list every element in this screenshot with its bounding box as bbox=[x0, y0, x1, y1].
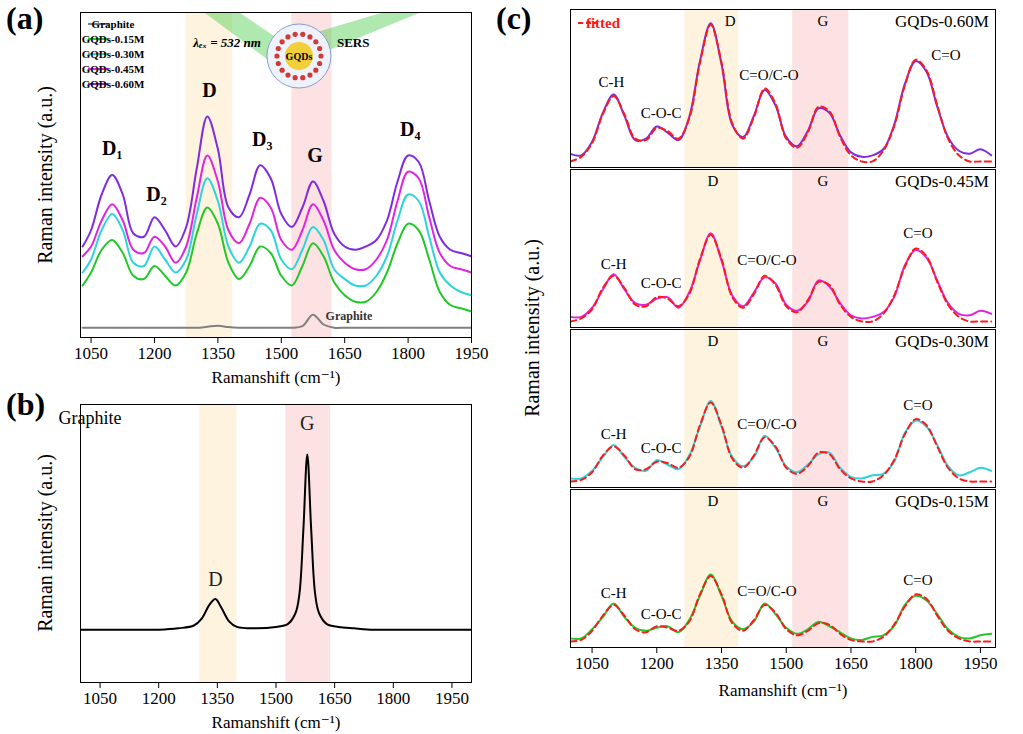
svg-text:1650: 1650 bbox=[834, 654, 868, 673]
svg-text:C=O: C=O bbox=[903, 397, 932, 413]
svg-text:Ramanshift (cm⁻¹): Ramanshift (cm⁻¹) bbox=[212, 713, 341, 732]
svg-text:1950: 1950 bbox=[963, 654, 997, 673]
svg-text:G: G bbox=[817, 173, 828, 189]
svg-text:C-H: C-H bbox=[601, 255, 627, 271]
svg-text:GQDs: GQDs bbox=[286, 51, 313, 62]
svg-text:Graphite: Graphite bbox=[92, 18, 135, 30]
svg-text:C=O: C=O bbox=[931, 47, 960, 63]
svg-text:C-O-C: C-O-C bbox=[641, 105, 682, 121]
svg-text:1350: 1350 bbox=[705, 654, 739, 673]
svg-text:Graphite: Graphite bbox=[326, 309, 373, 323]
svg-text:1200: 1200 bbox=[137, 344, 171, 363]
svg-text:D₁: D₁ bbox=[102, 137, 122, 159]
svg-text:Ramanshift (cm⁻¹): Ramanshift (cm⁻¹) bbox=[212, 368, 341, 387]
svg-text:1200: 1200 bbox=[640, 654, 674, 673]
svg-text:1650: 1650 bbox=[328, 344, 362, 363]
svg-text:GQDs-0.60M: GQDs-0.60M bbox=[895, 12, 989, 31]
svg-text:Ramanshift (cm⁻¹): Ramanshift (cm⁻¹) bbox=[719, 681, 848, 700]
svg-text:C=O/C-O: C=O/C-O bbox=[737, 252, 796, 268]
svg-text:D: D bbox=[707, 493, 718, 509]
svg-text:D₄: D₄ bbox=[400, 118, 420, 140]
svg-text:GQDs-0.45M: GQDs-0.45M bbox=[82, 63, 145, 75]
svg-text:fitted: fitted bbox=[586, 15, 621, 31]
svg-text:G: G bbox=[817, 13, 828, 29]
svg-text:D: D bbox=[707, 333, 718, 349]
svg-text:1050: 1050 bbox=[575, 654, 609, 673]
svg-text:C-H: C-H bbox=[601, 585, 627, 601]
svg-text:1800: 1800 bbox=[376, 689, 410, 708]
svg-text:D: D bbox=[725, 13, 736, 29]
svg-text:GQDs-0.30M: GQDs-0.30M bbox=[895, 332, 989, 351]
html-text:(a): (a) bbox=[6, 0, 44, 36]
html-text:Raman intensity (a.u.): Raman intensity (a.u.) bbox=[34, 85, 56, 264]
svg-text:1050: 1050 bbox=[83, 689, 117, 708]
svg-text:D₂: D₂ bbox=[146, 183, 166, 205]
svg-text:C=O: C=O bbox=[903, 572, 932, 588]
svg-text:C-H: C-H bbox=[599, 74, 625, 90]
svg-text:G: G bbox=[300, 412, 314, 434]
svg-text:G: G bbox=[307, 144, 323, 166]
svg-text:1800: 1800 bbox=[391, 344, 425, 363]
svg-text:1350: 1350 bbox=[200, 689, 234, 708]
svg-text:1800: 1800 bbox=[899, 654, 933, 673]
svg-text:G: G bbox=[817, 493, 828, 509]
svg-text:1500: 1500 bbox=[259, 689, 293, 708]
svg-text:1650: 1650 bbox=[318, 689, 352, 708]
svg-text:GQDs-0.60M: GQDs-0.60M bbox=[82, 78, 145, 90]
svg-text:Graphite: Graphite bbox=[59, 408, 122, 428]
svg-text:C-O-C: C-O-C bbox=[641, 275, 682, 291]
svg-text:1500: 1500 bbox=[769, 654, 803, 673]
svg-text:1050: 1050 bbox=[74, 344, 108, 363]
svg-text:C=O: C=O bbox=[903, 225, 932, 241]
svg-text:D₃: D₃ bbox=[252, 128, 272, 150]
svg-text:D: D bbox=[208, 568, 222, 590]
svg-text:D: D bbox=[707, 173, 718, 189]
html-text:(c): (c) bbox=[496, 0, 532, 36]
svg-text:D: D bbox=[202, 79, 216, 101]
svg-text:GQDs-0.45M: GQDs-0.45M bbox=[895, 172, 989, 191]
svg-text:GQDs-0.30M: GQDs-0.30M bbox=[82, 48, 145, 60]
svg-text:1950: 1950 bbox=[455, 344, 489, 363]
html-text:Raman intensity (a.u.): Raman intensity (a.u.) bbox=[34, 454, 56, 632]
svg-text:SERS: SERS bbox=[337, 35, 370, 50]
svg-text:1200: 1200 bbox=[142, 689, 176, 708]
svg-text:C=O/C-O: C=O/C-O bbox=[737, 415, 796, 431]
svg-text:C-H: C-H bbox=[601, 426, 627, 442]
html-text:(b): (b) bbox=[6, 386, 46, 422]
svg-text:C-O-C: C-O-C bbox=[641, 606, 682, 622]
svg-text:GQDs-0.15M: GQDs-0.15M bbox=[82, 33, 145, 45]
svg-text:G: G bbox=[817, 333, 828, 349]
svg-text:1500: 1500 bbox=[264, 344, 298, 363]
svg-text:C=O/C-O: C=O/C-O bbox=[737, 583, 796, 599]
svg-text:1350: 1350 bbox=[201, 344, 235, 363]
svg-text:GQDs-0.15M: GQDs-0.15M bbox=[895, 492, 989, 511]
html-text:Raman intensity (a.u.): Raman intensity (a.u.) bbox=[521, 239, 543, 417]
svg-text:1950: 1950 bbox=[435, 689, 469, 708]
svg-text:C=O/C-O: C=O/C-O bbox=[739, 67, 798, 83]
svg-text:C-O-C: C-O-C bbox=[641, 440, 682, 456]
svg-text:λₑₓ = 532 nm: λₑₓ = 532 nm bbox=[192, 35, 261, 50]
